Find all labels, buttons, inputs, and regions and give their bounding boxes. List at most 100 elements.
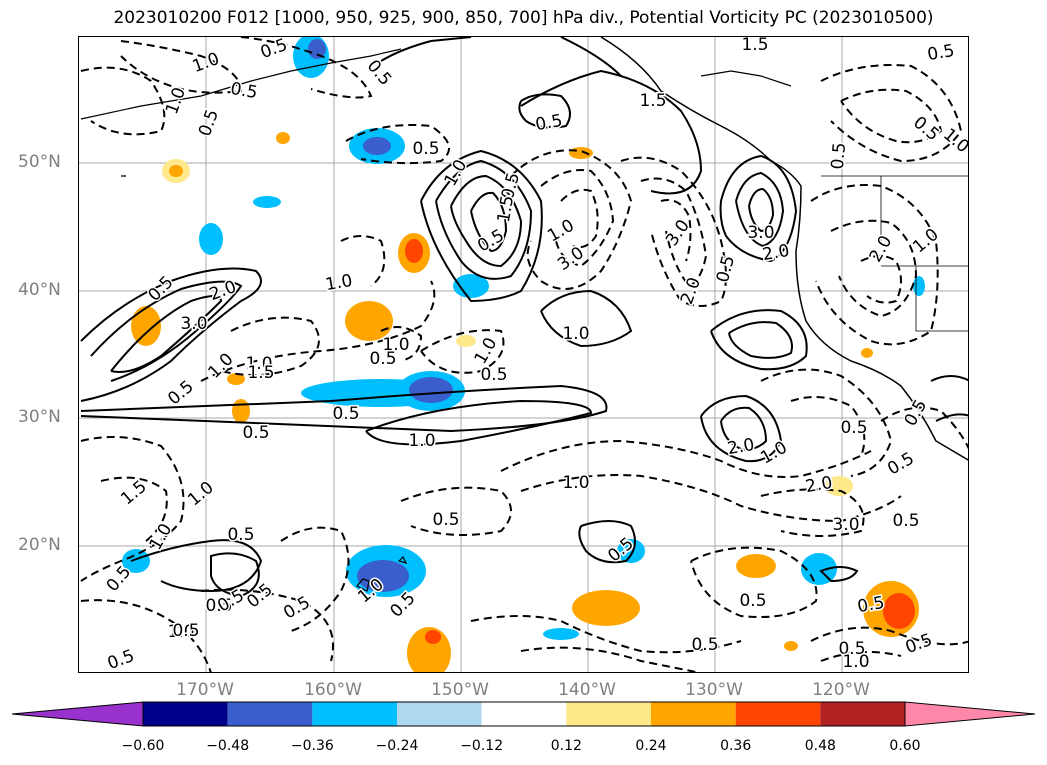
map-panel: 1.0 0.5 1.0 0.5 0.5 0.5 0.5 1.5 1.5 0.5 0.5 1.0 1.0 0… bbox=[78, 36, 969, 673]
contour-label: 1.0 bbox=[842, 652, 869, 672]
shade-patch bbox=[357, 560, 409, 592]
contour-label: 3.0 bbox=[180, 314, 207, 334]
contour-dashed bbox=[345, 124, 450, 165]
colorbar-outline bbox=[142, 701, 906, 727]
aleutian-chain bbox=[80, 48, 402, 120]
contour-solid bbox=[748, 187, 775, 233]
contour-dashed bbox=[220, 316, 320, 376]
shade-patch bbox=[131, 306, 161, 346]
contour-label: 0.5 bbox=[242, 423, 269, 443]
lon-label-160w: 160°W bbox=[304, 680, 362, 700]
lat-label-40n: 40°N bbox=[18, 280, 61, 300]
contour-solid bbox=[470, 191, 508, 253]
colorbar-swatch bbox=[227, 702, 313, 726]
contour-label: 2.0 bbox=[726, 435, 756, 459]
contour-solid bbox=[540, 289, 633, 348]
contour-dashed bbox=[200, 280, 436, 382]
contour-label: 0.5 bbox=[909, 113, 943, 146]
contour-label: 1.0 bbox=[245, 354, 272, 374]
contour-dashed bbox=[620, 156, 727, 307]
colorbar-swatch bbox=[397, 702, 482, 726]
contour-dashed bbox=[860, 255, 902, 304]
contour-label: 2.0 bbox=[207, 277, 239, 305]
contour-label: 0.5 bbox=[229, 79, 259, 103]
colorbar-swatch bbox=[143, 702, 228, 726]
contour-solid bbox=[210, 552, 260, 598]
contour-label: 0.5 bbox=[432, 510, 459, 530]
north-america-coast bbox=[600, 37, 968, 461]
contour-label: 0.5 bbox=[105, 646, 137, 672]
contour-dashed bbox=[810, 184, 939, 346]
shade-patch bbox=[199, 223, 223, 255]
contour-solid bbox=[728, 321, 793, 359]
colorbar-tick-label: −0.36 bbox=[290, 738, 334, 754]
colorbar-swatch bbox=[312, 702, 397, 726]
contour-solid bbox=[380, 37, 622, 77]
contour-dashed bbox=[760, 488, 865, 537]
contour-label: 0.5 bbox=[172, 621, 199, 641]
colorbar-swatch bbox=[651, 702, 736, 726]
contour-solid bbox=[450, 174, 523, 268]
colorbar-tick-label: 0.36 bbox=[720, 738, 752, 754]
contour-label: 1.0 bbox=[939, 125, 968, 158]
contour-label: 2.0 bbox=[761, 241, 791, 265]
contour-label: 0.5 bbox=[227, 525, 254, 545]
shade-patch bbox=[617, 539, 645, 563]
shade-patch bbox=[409, 377, 453, 403]
contour-solid bbox=[719, 154, 798, 263]
shade-patch bbox=[569, 147, 593, 159]
contour-dashed bbox=[240, 37, 373, 99]
shade-patch bbox=[736, 554, 776, 578]
contour-dashed bbox=[400, 486, 512, 536]
contour-solid bbox=[720, 406, 768, 451]
lon-label-170w: 170°W bbox=[176, 680, 234, 700]
map-canvas: 1.00.51.00.50.50.50.51.51.50.50.51.01.0 0… bbox=[79, 37, 968, 672]
contour-solid bbox=[710, 309, 808, 371]
contour-label: 0.5 bbox=[332, 404, 359, 424]
shade-patch bbox=[572, 590, 640, 626]
contour-label: 0.5 bbox=[258, 37, 290, 63]
colorbar-swatch bbox=[481, 702, 567, 726]
contour-label: 3.0 bbox=[747, 223, 774, 243]
shade-patch bbox=[363, 137, 391, 155]
contour-solid bbox=[420, 149, 543, 303]
contour-solid bbox=[130, 539, 263, 593]
contour-dashed bbox=[120, 40, 243, 94]
contour-dashed bbox=[790, 396, 866, 457]
contour-label: 1.0 bbox=[167, 622, 194, 642]
contour-label: 1.0 bbox=[324, 271, 354, 295]
contour-label: 0.5 bbox=[412, 139, 439, 159]
contour-solid bbox=[80, 384, 608, 433]
contour-label: 1.0 bbox=[382, 335, 409, 355]
contour-label: 2.0 bbox=[677, 275, 705, 307]
contour-label: 0.5 bbox=[691, 635, 718, 655]
contour-label: 1.5 bbox=[117, 477, 151, 510]
colorbar-extend-max bbox=[904, 701, 1036, 727]
graticule bbox=[79, 37, 968, 672]
shade-patch bbox=[861, 348, 873, 358]
contour-label: 0.5 bbox=[205, 596, 232, 616]
contour-label: 0.5 bbox=[474, 226, 507, 257]
contour-dashed bbox=[380, 326, 423, 362]
contour-label: 1.5 bbox=[247, 363, 274, 383]
contour-label: 0.5 bbox=[884, 449, 917, 480]
contour-dashed bbox=[660, 199, 692, 262]
shade-patch bbox=[784, 641, 798, 651]
contour-dashed bbox=[510, 149, 633, 290]
contour-solid bbox=[578, 520, 636, 564]
contour-dashed bbox=[520, 646, 702, 672]
contour-dashed bbox=[840, 88, 943, 144]
contour-label: 0.5 bbox=[903, 630, 935, 658]
shade-patch bbox=[453, 274, 489, 298]
colorbar-tick-label: −0.60 bbox=[121, 738, 165, 754]
contour-label: 1.5 bbox=[639, 91, 666, 111]
contour-dashed bbox=[820, 651, 902, 662]
contour-label: 1.0 bbox=[562, 324, 589, 344]
contour-dashed bbox=[500, 439, 872, 478]
contour-label: 0.5 bbox=[828, 142, 850, 171]
contour-label: 0.5 bbox=[713, 253, 739, 284]
contour-label: 2.0 bbox=[866, 232, 897, 265]
shade-patch bbox=[169, 165, 183, 177]
contour-label: 0.5 bbox=[926, 41, 956, 65]
contour-label: 1.0 bbox=[544, 216, 577, 247]
